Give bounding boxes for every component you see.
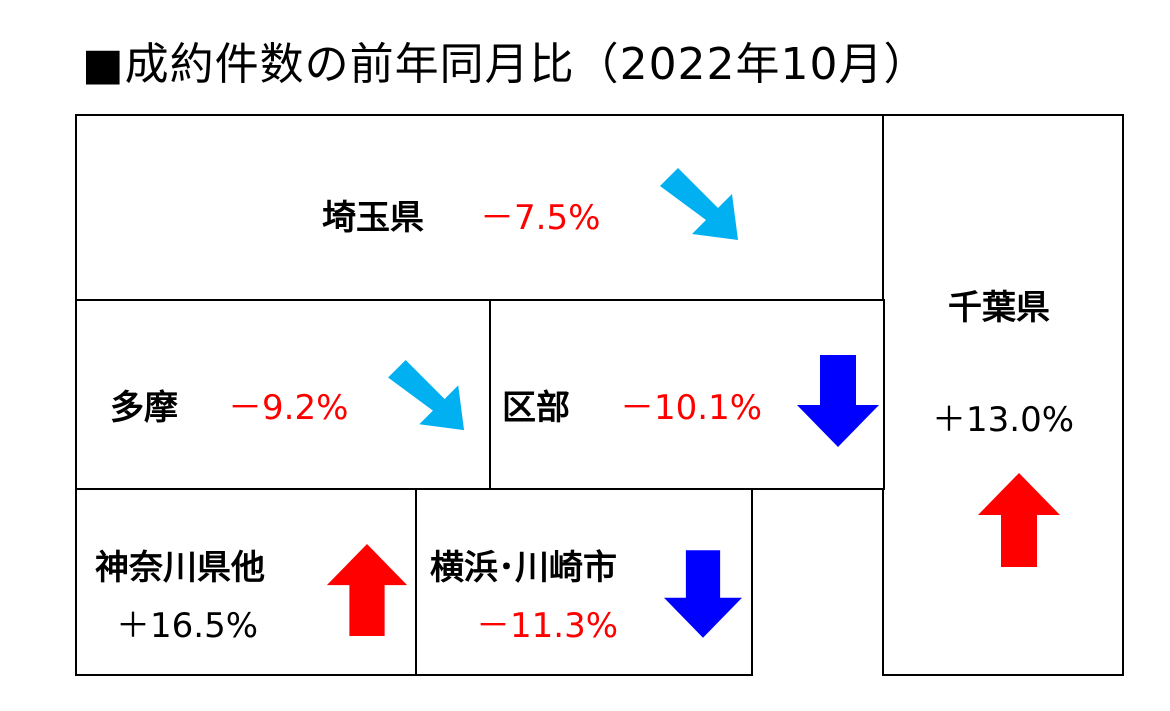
region-chiba bbox=[882, 114, 1124, 676]
arrow-down-icon bbox=[664, 550, 742, 638]
region-name-chiba: 千葉県 bbox=[948, 288, 1050, 328]
region-name-kanagawa: 神奈川県他 bbox=[95, 548, 265, 588]
region-saitama bbox=[75, 114, 885, 301]
region-change-chiba: ＋13.0% bbox=[932, 400, 1075, 440]
region-change-yokohama: －11.3% bbox=[476, 606, 619, 646]
region-change-saitama: －7.5% bbox=[480, 198, 601, 238]
region-name-yokohama: 横浜･川崎市 bbox=[430, 548, 617, 588]
page-title: ■成約件数の前年同月比（2022年10月） bbox=[82, 39, 929, 90]
region-name-saitama: 埼玉県 bbox=[322, 198, 424, 238]
region-name-kubu: 区部 bbox=[502, 388, 570, 428]
region-kubu bbox=[489, 299, 885, 490]
arrow-down-icon bbox=[797, 355, 879, 447]
region-change-kanagawa: ＋16.5% bbox=[116, 606, 259, 646]
region-change-tama: －9.2% bbox=[228, 388, 349, 428]
arrow-down-right-icon bbox=[660, 168, 738, 240]
region-name-tama: 多摩 bbox=[110, 388, 178, 428]
arrow-up-icon bbox=[978, 473, 1060, 567]
arrow-up-icon bbox=[326, 544, 408, 636]
region-change-kubu: －10.1% bbox=[620, 388, 763, 428]
arrow-down-right-icon bbox=[388, 360, 465, 431]
